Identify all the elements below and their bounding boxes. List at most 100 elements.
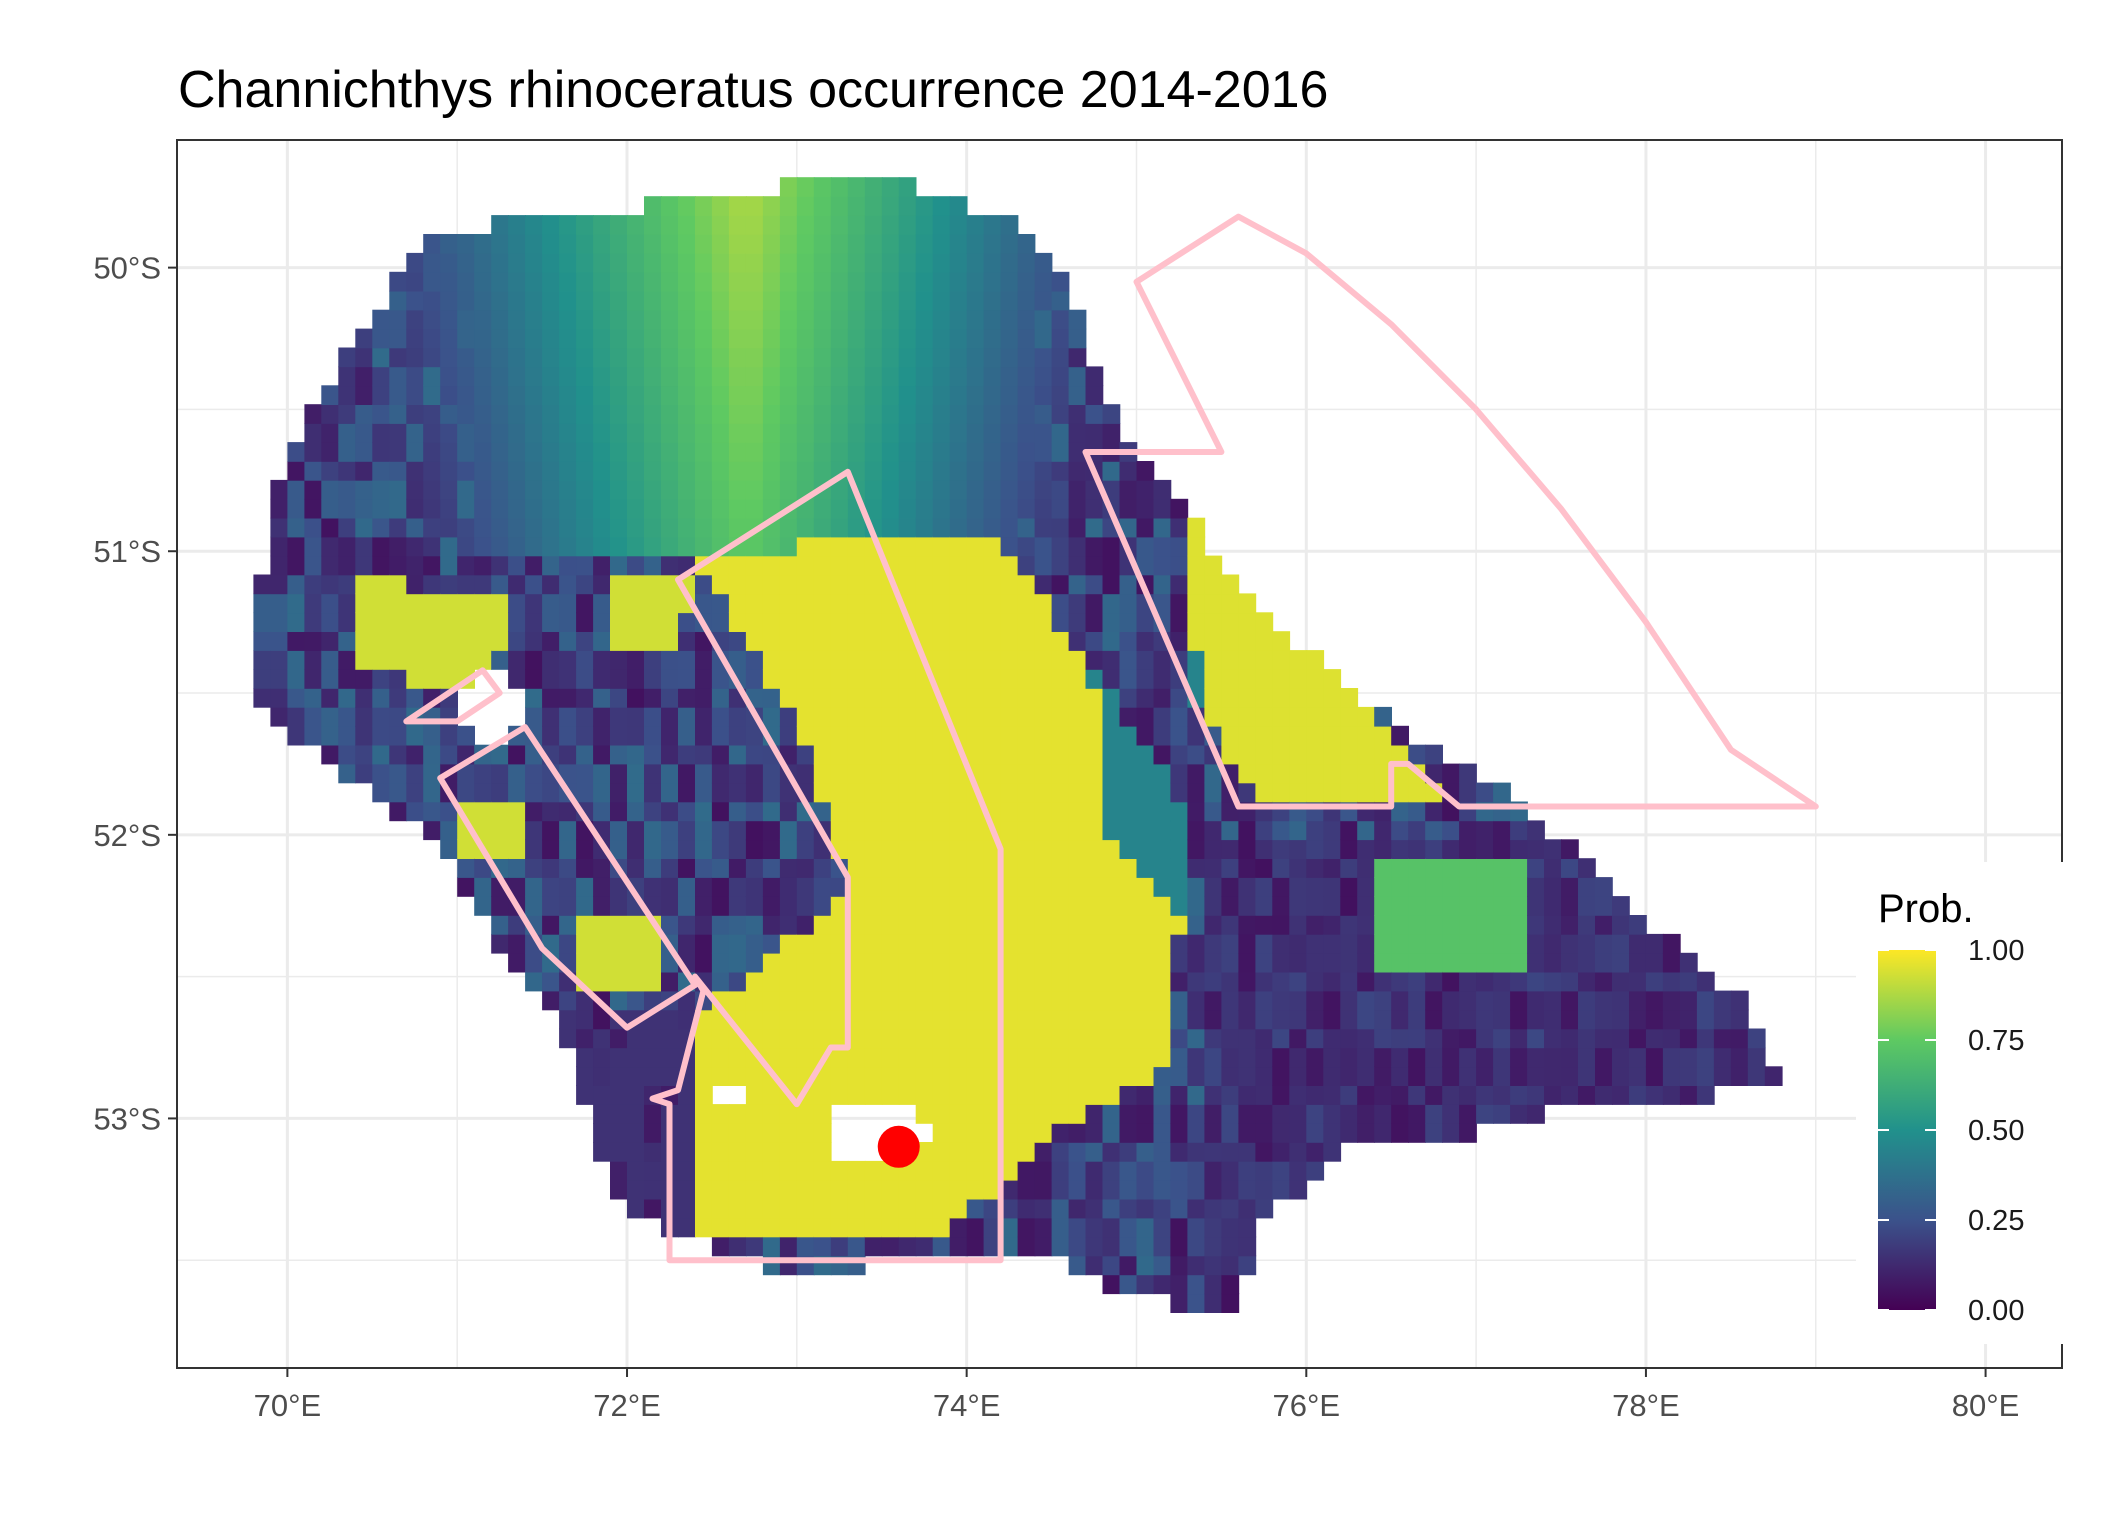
raster-cell <box>830 1217 849 1238</box>
raster-cell <box>762 555 781 576</box>
raster-cell <box>966 650 985 670</box>
raster-cell <box>1034 1123 1053 1143</box>
raster-cell <box>678 196 696 216</box>
raster-cell <box>1051 328 1070 349</box>
raster-cell <box>576 215 594 235</box>
raster-cell <box>1000 896 1019 916</box>
raster-cell <box>525 877 543 897</box>
raster-cell <box>695 706 713 727</box>
raster-cell <box>932 271 951 292</box>
raster-cell <box>1561 1047 1579 1068</box>
raster-cell <box>915 461 934 481</box>
raster-cell <box>542 498 560 519</box>
raster-cell <box>1102 593 1121 614</box>
raster-cell <box>1170 1255 1189 1276</box>
raster-cell <box>1051 498 1070 519</box>
raster-cell <box>559 669 577 689</box>
raster-cell <box>508 234 526 254</box>
raster-cell <box>1136 688 1155 708</box>
raster-cell <box>1255 706 1274 727</box>
raster-cell <box>966 1179 985 1200</box>
raster-cell <box>1170 839 1189 859</box>
raster-cell <box>1255 839 1274 859</box>
raster-cell <box>1476 1028 1494 1049</box>
raster-cell <box>440 423 458 443</box>
raster-cell <box>542 782 560 803</box>
legend-tick-label: 0.50 <box>1968 1115 2024 1147</box>
raster-cell <box>1255 990 1274 1011</box>
raster-cell <box>389 706 408 727</box>
raster-cell <box>1170 612 1189 632</box>
raster-cell <box>966 442 985 462</box>
raster-cell <box>1442 896 1460 916</box>
raster-cell <box>915 1085 934 1105</box>
raster-cell <box>678 1142 696 1162</box>
raster-cell <box>678 820 696 841</box>
raster-cell <box>779 423 798 443</box>
raster-cell <box>610 1142 628 1162</box>
raster-cell <box>847 669 866 689</box>
raster-cell <box>813 725 832 746</box>
raster-cell <box>1017 593 1036 614</box>
raster-cell <box>745 479 764 500</box>
raster-cell <box>1102 1198 1121 1219</box>
raster-cell <box>321 574 340 595</box>
raster-cell <box>796 177 815 197</box>
raster-cell <box>1527 1104 1545 1124</box>
raster-cell <box>966 669 985 689</box>
raster-cell <box>915 782 934 803</box>
raster-cell <box>1306 1085 1325 1105</box>
raster-cell <box>1034 1085 1053 1105</box>
raster-cell <box>1153 650 1172 670</box>
raster-cell <box>1102 801 1121 822</box>
raster-cell <box>1085 574 1104 595</box>
raster-cell <box>711 366 730 387</box>
raster-cell <box>864 858 883 878</box>
raster-cell <box>1238 820 1257 841</box>
raster-cell <box>1204 631 1223 651</box>
raster-cell <box>1085 404 1104 424</box>
raster-cell <box>542 990 560 1011</box>
raster-cell <box>1713 1047 1732 1068</box>
raster-cell <box>915 215 934 235</box>
raster-cell <box>813 517 832 538</box>
raster-cell <box>847 290 866 311</box>
raster-cell <box>1204 706 1223 727</box>
raster-cell <box>983 631 1002 651</box>
raster-cell <box>813 290 832 311</box>
raster-cell <box>881 706 900 727</box>
raster-cell <box>1034 839 1053 859</box>
raster-cell <box>1136 971 1155 992</box>
raster-cell <box>949 1047 968 1068</box>
raster-cell <box>593 1028 611 1049</box>
raster-cell <box>779 1047 798 1068</box>
raster-cell <box>542 555 560 576</box>
raster-cell <box>525 612 543 632</box>
raster-cell <box>1136 744 1155 765</box>
raster-cell <box>796 347 815 368</box>
raster-cell <box>627 952 645 973</box>
raster-cell <box>847 933 866 954</box>
raster-cell <box>1187 858 1206 878</box>
raster-cell <box>762 933 781 954</box>
raster-cell <box>406 782 425 803</box>
raster-cell <box>966 839 985 859</box>
raster-cell <box>779 366 798 387</box>
raster-cell <box>966 971 985 992</box>
raster-cell <box>932 1160 951 1181</box>
raster-cell <box>678 782 696 803</box>
raster-cell <box>728 877 747 897</box>
raster-cell <box>1459 1123 1477 1143</box>
raster-cell <box>1000 990 1019 1011</box>
raster-cell <box>881 1047 900 1068</box>
raster-cell <box>1017 271 1036 292</box>
raster-cell <box>881 725 900 746</box>
raster-cell <box>576 725 594 746</box>
raster-cell <box>627 290 645 311</box>
raster-cell <box>1323 1047 1342 1068</box>
raster-cell <box>1153 479 1172 500</box>
raster-cell <box>644 574 662 595</box>
raster-cell <box>695 385 713 405</box>
raster-cell <box>1561 1028 1579 1049</box>
raster-cell <box>542 347 560 368</box>
